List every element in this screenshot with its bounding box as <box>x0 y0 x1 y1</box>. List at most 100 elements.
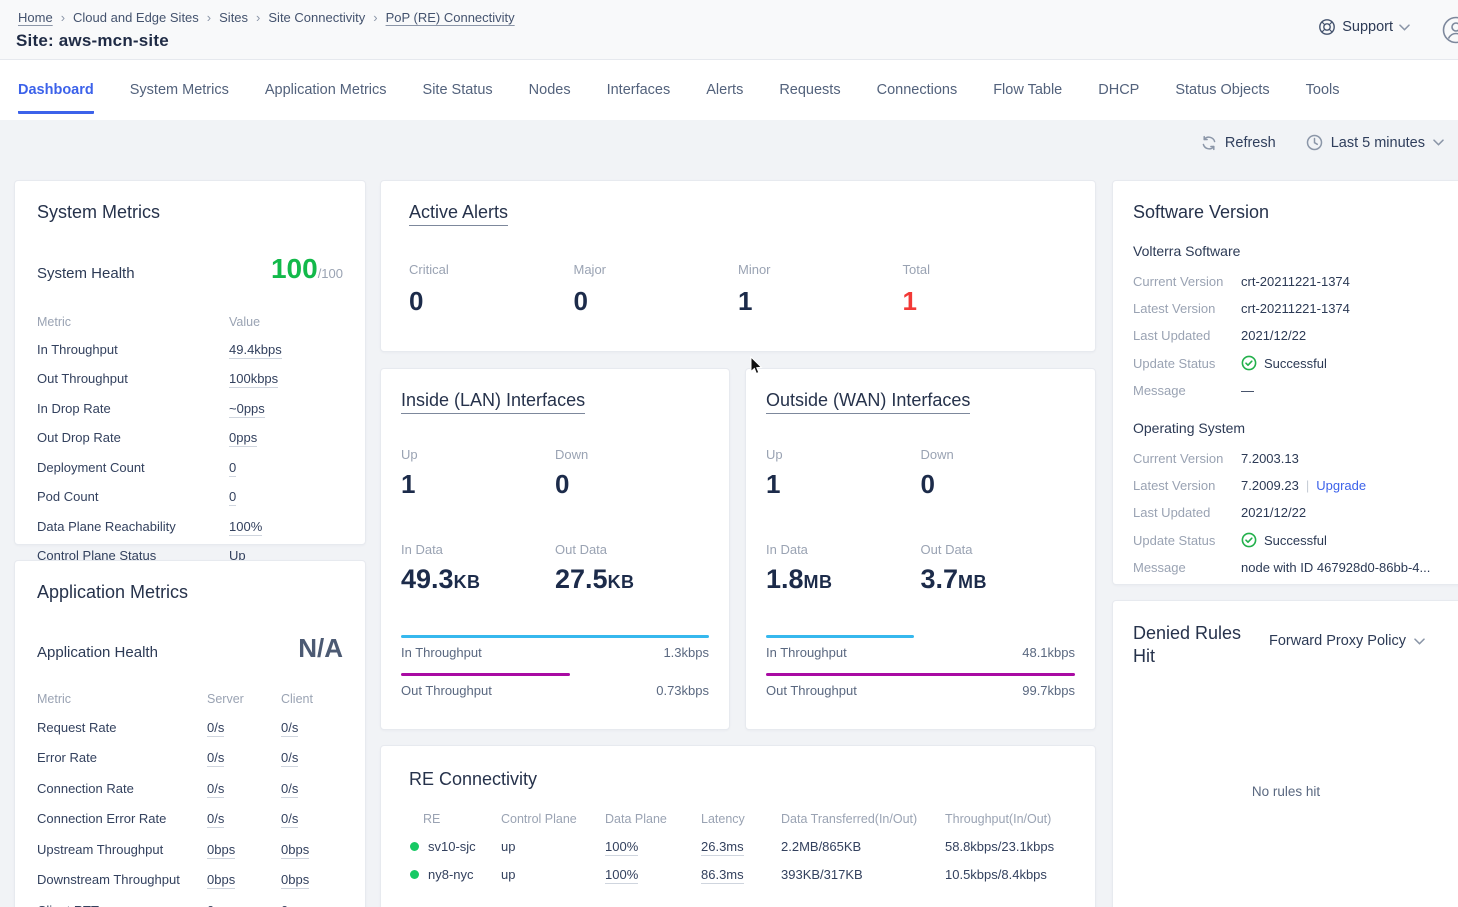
breadcrumb-separator: › <box>256 10 260 25</box>
table-row: Current Versioncrt-20211221-1374 <box>1133 274 1458 289</box>
server-value-link[interactable]: 0/s <box>207 811 224 828</box>
breadcrumb-sites[interactable]: Sites <box>219 10 248 25</box>
field-label: Current Version <box>1133 451 1241 466</box>
up-label: Up <box>766 447 921 462</box>
metric-label: Out Drop Rate <box>37 430 229 445</box>
metric-value-link[interactable]: 0 <box>229 489 236 506</box>
server-value-link[interactable]: 0ms <box>207 903 232 907</box>
re-name: ny8-nyc <box>428 867 474 882</box>
tab-connections[interactable]: Connections <box>877 82 958 111</box>
breadcrumb-separator: › <box>61 10 65 25</box>
data-transferred-value: 393KB/317KB <box>781 867 945 882</box>
data-plane-link[interactable]: 100% <box>605 867 638 884</box>
latency-link[interactable]: 86.3ms <box>701 867 744 884</box>
table-row: Messagenode with ID 467928d0-86bb-4... <box>1133 560 1458 575</box>
tab-system-metrics[interactable]: System Metrics <box>130 82 229 111</box>
in-throughput-bar <box>766 635 914 638</box>
tab-nodes[interactable]: Nodes <box>529 82 571 111</box>
table-row: Current Version7.2003.13 <box>1133 451 1458 466</box>
re-name: sv10-sjc <box>428 839 476 854</box>
support-menu[interactable]: Support <box>1318 18 1410 36</box>
alert-major: Major 0 <box>574 262 739 317</box>
metric-label: Connection Error Rate <box>37 811 207 826</box>
update-status-value: Successful <box>1264 533 1327 548</box>
tab-requests[interactable]: Requests <box>779 82 840 111</box>
application-health-value: N/A <box>298 633 343 664</box>
chevron-down-icon <box>1414 638 1425 645</box>
out-data-label: Out Data <box>921 542 1076 557</box>
client-value-link[interactable]: 0/s <box>281 781 298 798</box>
breadcrumb-pop-re-connectivity[interactable]: PoP (RE) Connectivity <box>386 10 515 25</box>
support-label: Support <box>1342 19 1393 35</box>
field-value: crt-20211221-1374 <box>1241 301 1350 316</box>
breadcrumb-site-connectivity[interactable]: Site Connectivity <box>268 10 365 25</box>
data-plane-link[interactable]: 100% <box>605 839 638 856</box>
re-connectivity-card: RE Connectivity RE Control Plane Data Pl… <box>380 745 1096 907</box>
table-row: In Drop Rate~0pps <box>37 401 343 418</box>
client-value-link[interactable]: 0bps <box>281 872 309 889</box>
client-value-link[interactable]: 0bps <box>281 842 309 859</box>
tab-alerts[interactable]: Alerts <box>706 82 743 111</box>
tab-tools[interactable]: Tools <box>1306 82 1340 111</box>
in-throughput-label: In Throughput <box>401 645 482 660</box>
metric-value-link[interactable]: 0pps <box>229 430 257 447</box>
server-value-link[interactable]: 0/s <box>207 720 224 737</box>
table-row: Upstream Throughput0bps0bps <box>37 841 343 859</box>
metric-value-link[interactable]: ~0pps <box>229 401 265 418</box>
success-check-icon <box>1241 532 1257 548</box>
tab-status-objects[interactable]: Status Objects <box>1175 82 1269 111</box>
breadcrumb-home[interactable]: Home <box>18 10 53 25</box>
metric-value-link[interactable]: 49.4kbps <box>229 342 282 359</box>
upgrade-link[interactable]: Upgrade <box>1316 478 1366 493</box>
server-value-link[interactable]: 0bps <box>207 872 235 889</box>
active-alerts-title[interactable]: Active Alerts <box>409 202 508 226</box>
table-row: Update Status Successful <box>1133 355 1458 371</box>
tab-site-status[interactable]: Site Status <box>423 82 493 111</box>
up-label: Up <box>401 447 555 462</box>
out-throughput-label: Out Throughput <box>766 683 857 698</box>
client-value-link[interactable]: 0/s <box>281 750 298 767</box>
metric-label: Data Plane Reachability <box>37 519 229 534</box>
user-avatar[interactable] <box>1442 16 1458 44</box>
out-data-unit: MB <box>958 572 987 592</box>
system-health-suffix: /100 <box>318 266 343 281</box>
alert-count: 0 <box>409 286 574 317</box>
lan-interfaces-title[interactable]: Inside (LAN) Interfaces <box>401 390 585 414</box>
in-throughput-label: In Throughput <box>766 645 847 660</box>
client-value-link[interactable]: 0ms <box>281 903 306 907</box>
server-value-link[interactable]: 0/s <box>207 750 224 767</box>
system-metrics-table-header: Metric Value <box>37 315 343 329</box>
policy-selector[interactable]: Forward Proxy Policy <box>1269 633 1425 649</box>
tab-application-metrics[interactable]: Application Metrics <box>265 82 387 111</box>
up-count: 1 <box>766 469 921 500</box>
server-value-link[interactable]: 0/s <box>207 781 224 798</box>
tab-dashboard[interactable]: Dashboard <box>18 82 94 114</box>
table-row: ny8-nyc up 100% 86.3ms 393KB/317KB 10.5k… <box>409 867 1067 882</box>
application-metrics-table-header: Metric Server Client <box>37 692 343 706</box>
chevron-down-icon <box>1399 24 1410 31</box>
throughput-value: 10.5kbps/8.4kbps <box>945 867 1047 882</box>
metric-value-link[interactable]: 100% <box>229 519 262 536</box>
time-range-selector[interactable]: Last 5 minutes <box>1306 134 1444 151</box>
user-icon <box>1442 16 1458 44</box>
out-throughput-value: 0.73kbps <box>656 683 709 698</box>
breadcrumb-cloud-edge-sites[interactable]: Cloud and Edge Sites <box>73 10 199 25</box>
wan-interfaces-title[interactable]: Outside (WAN) Interfaces <box>766 390 970 414</box>
lan-up: Up 1 <box>401 447 555 500</box>
metric-label: Pod Count <box>37 489 229 504</box>
column-re: RE <box>409 812 501 826</box>
tab-dhcp[interactable]: DHCP <box>1098 82 1139 111</box>
metric-value-link[interactable]: 100kbps <box>229 371 278 388</box>
server-value-link[interactable]: 0bps <box>207 842 235 859</box>
client-value-link[interactable]: 0/s <box>281 720 298 737</box>
refresh-button[interactable]: Refresh <box>1201 135 1276 151</box>
metric-value-link[interactable]: 0 <box>229 460 236 477</box>
tab-flow-table[interactable]: Flow Table <box>993 82 1062 111</box>
in-data-value: 49.3 <box>401 564 454 594</box>
table-row: sv10-sjc up 100% 26.3ms 2.2MB/865KB 58.8… <box>409 839 1067 854</box>
tab-interfaces[interactable]: Interfaces <box>607 82 671 111</box>
refresh-label: Refresh <box>1225 135 1276 151</box>
client-value-link[interactable]: 0/s <box>281 811 298 828</box>
latency-link[interactable]: 26.3ms <box>701 839 744 856</box>
volterra-software-heading: Volterra Software <box>1133 243 1458 259</box>
